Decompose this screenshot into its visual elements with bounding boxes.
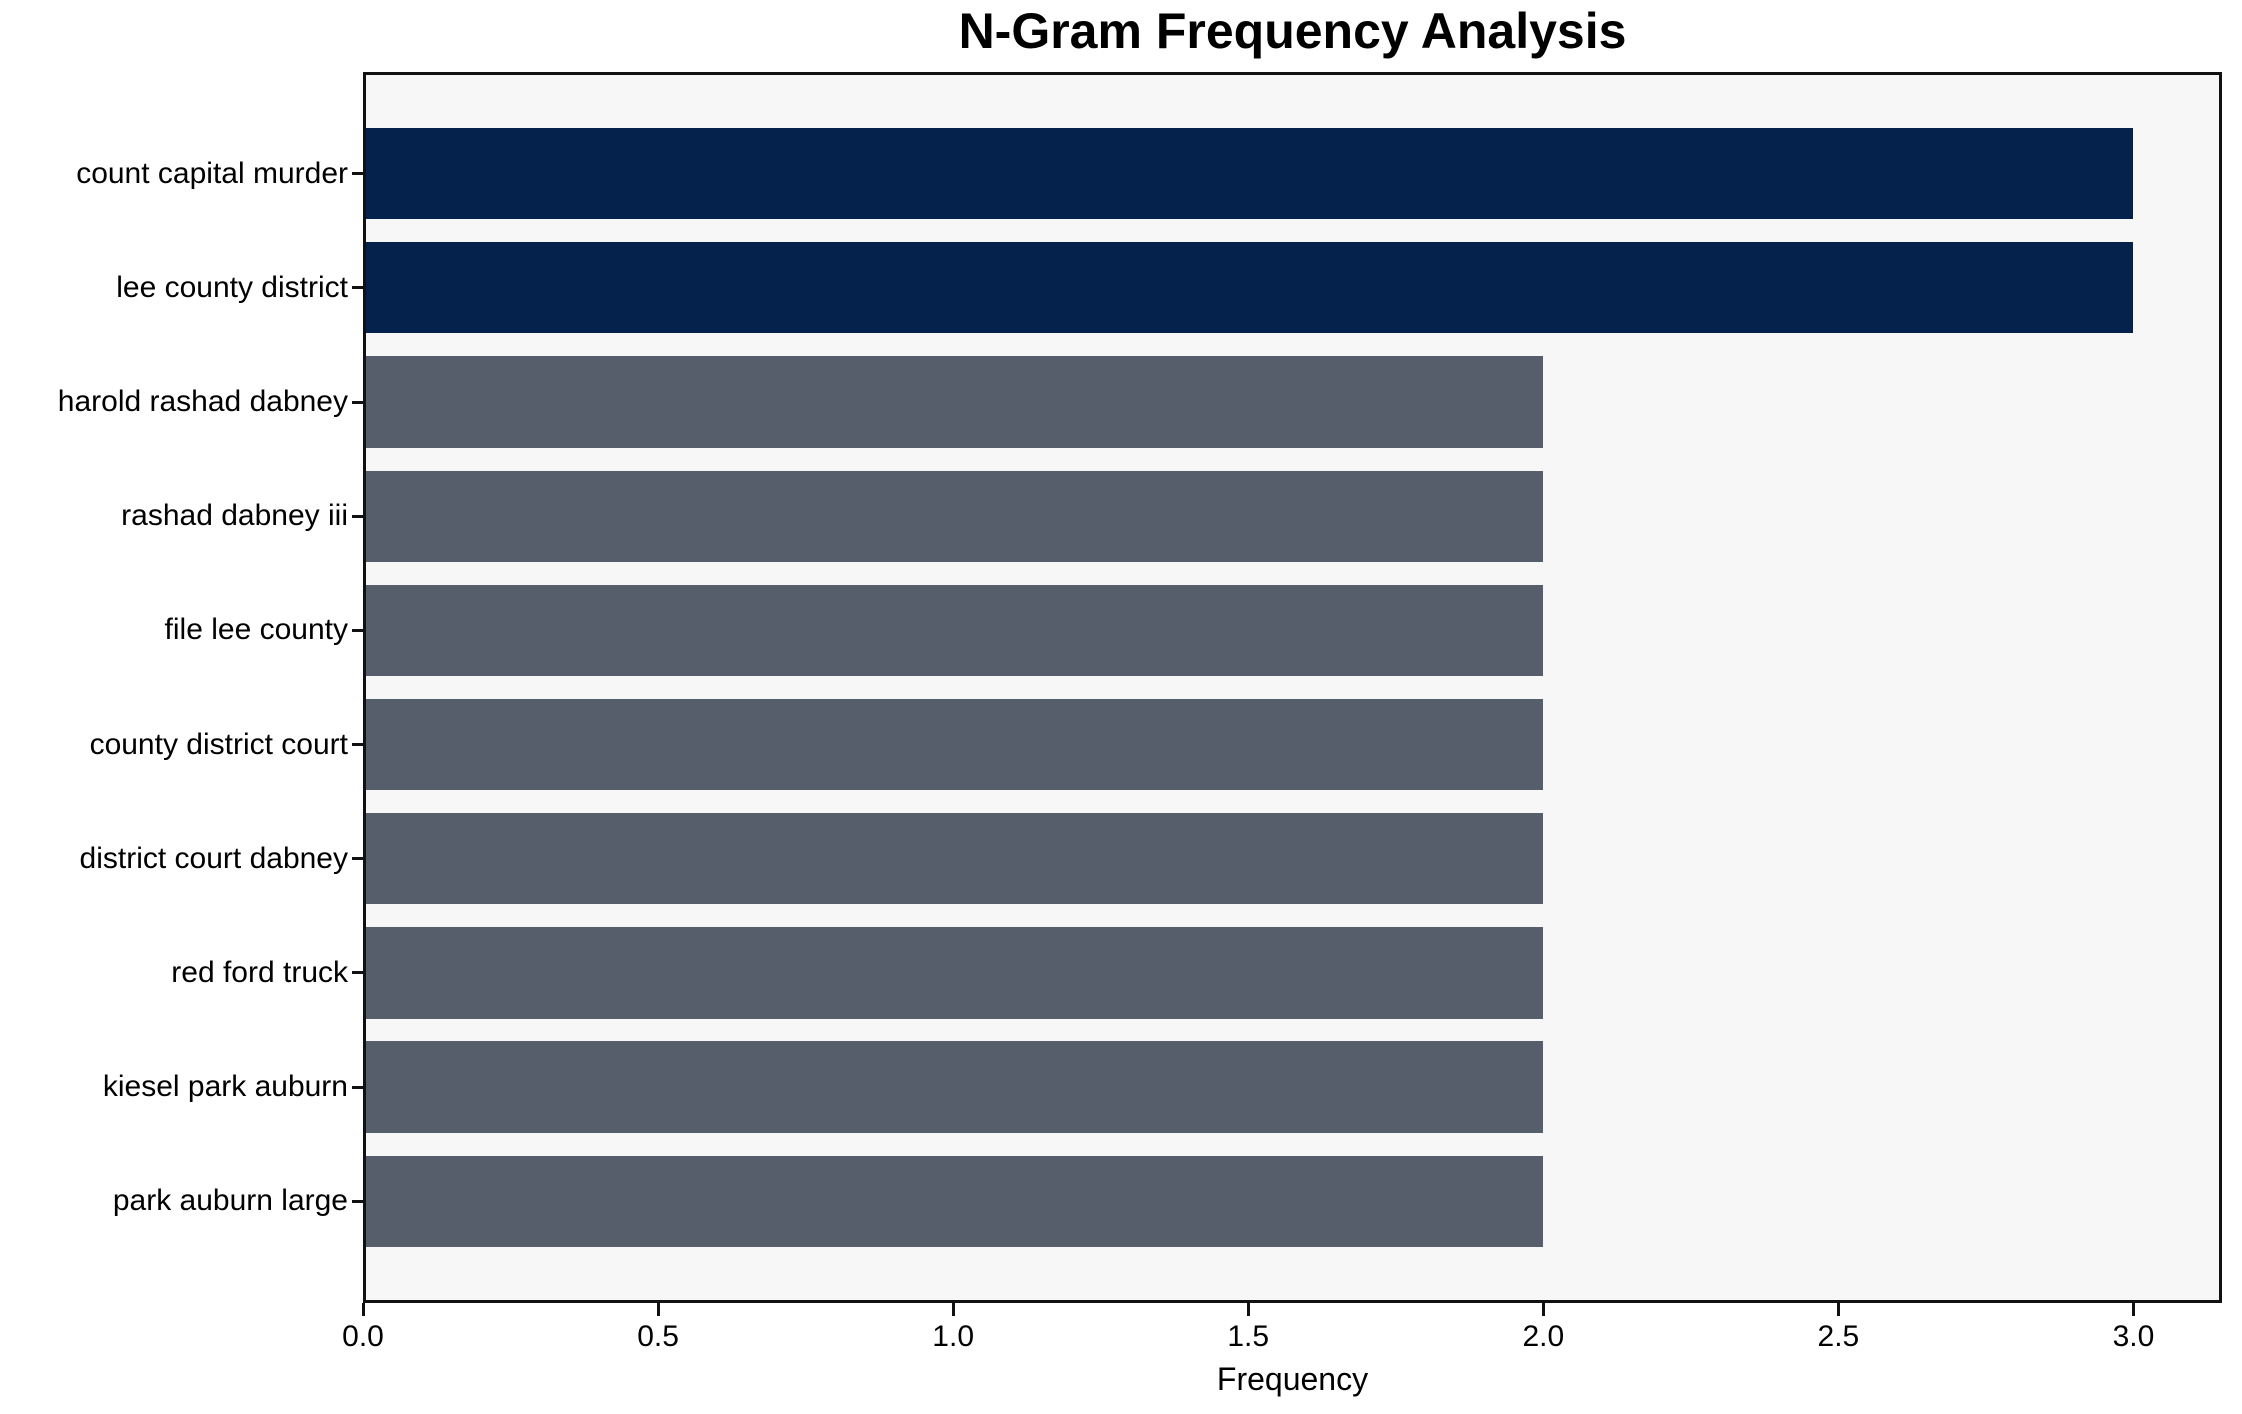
y-tick-label: district court dabney <box>79 841 348 875</box>
x-tick-mark <box>361 1303 365 1316</box>
y-tick-label: park auburn large <box>112 1184 348 1218</box>
x-tick-label: 0.0 <box>342 1320 384 1353</box>
y-tick-mark <box>352 400 363 404</box>
y-tick-mark <box>352 1199 363 1203</box>
bar <box>366 356 1544 448</box>
y-tick-label: lee county district <box>116 270 348 304</box>
y-tick-mark <box>352 628 363 632</box>
y-tick-label: rashad dabney iii <box>121 499 348 533</box>
y-tick-label: red ford truck <box>171 955 348 989</box>
y-tick-mark <box>352 172 363 176</box>
x-tick-mark <box>2131 1303 2135 1316</box>
bar <box>366 1041 1544 1133</box>
x-tick-mark <box>1246 1303 1250 1316</box>
bar <box>366 1155 1544 1248</box>
x-tick-label: 1.0 <box>932 1320 975 1353</box>
bar <box>366 698 1544 791</box>
x-tick-label: 0.5 <box>637 1320 679 1353</box>
bar <box>366 927 1544 1019</box>
x-tick-mark <box>656 1303 660 1316</box>
y-tick-label: county district court <box>89 727 348 761</box>
x-tick-label: 3.0 <box>2112 1320 2155 1353</box>
chart-title: N-Gram Frequency Analysis <box>958 3 1627 59</box>
y-tick-mark <box>352 286 363 290</box>
x-tick-label: 1.5 <box>1227 1320 1270 1353</box>
y-tick-mark <box>352 971 363 975</box>
y-tick-mark <box>352 1085 363 1089</box>
y-tick-label: kiesel park auburn <box>102 1070 348 1104</box>
bar <box>366 584 1544 677</box>
y-tick-label: harold rashad dabney <box>57 385 348 419</box>
bar <box>366 127 2134 220</box>
x-tick-label: 2.0 <box>1522 1320 1565 1353</box>
y-tick-label: file lee county <box>164 613 348 647</box>
x-axis-label: Frequency <box>1216 1361 1369 1397</box>
y-tick-mark <box>352 857 363 861</box>
y-tick-mark <box>352 514 363 518</box>
y-tick-label: count capital murder <box>76 156 348 190</box>
bar <box>366 470 1544 562</box>
bar <box>366 242 2134 334</box>
x-tick-mark <box>951 1303 955 1316</box>
bar <box>366 813 1544 905</box>
y-tick-mark <box>352 743 363 747</box>
x-tick-label: 2.5 <box>1817 1320 1860 1353</box>
x-tick-mark <box>1836 1303 1840 1316</box>
x-tick-mark <box>1541 1303 1545 1316</box>
